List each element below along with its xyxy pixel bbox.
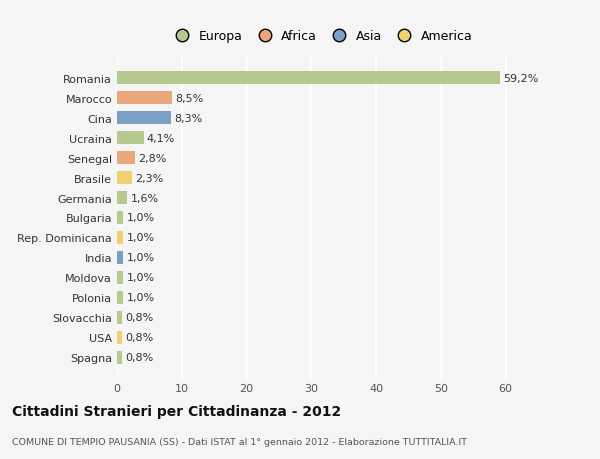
- Text: 59,2%: 59,2%: [503, 73, 539, 84]
- Bar: [117, 231, 124, 245]
- Text: 0,8%: 0,8%: [125, 313, 154, 323]
- Bar: [117, 351, 122, 364]
- Text: 8,5%: 8,5%: [175, 94, 203, 103]
- Text: 1,0%: 1,0%: [127, 213, 155, 223]
- Text: 4,1%: 4,1%: [147, 133, 175, 143]
- Bar: [117, 112, 171, 125]
- Bar: [117, 271, 124, 284]
- Bar: [117, 331, 122, 344]
- Text: 1,0%: 1,0%: [127, 273, 155, 283]
- Bar: [117, 92, 172, 105]
- Text: 0,8%: 0,8%: [125, 333, 154, 342]
- Text: Cittadini Stranieri per Cittadinanza - 2012: Cittadini Stranieri per Cittadinanza - 2…: [12, 404, 341, 419]
- Legend: Europa, Africa, Asia, America: Europa, Africa, Asia, America: [164, 25, 478, 48]
- Bar: [117, 191, 127, 205]
- Text: COMUNE DI TEMPIO PAUSANIA (SS) - Dati ISTAT al 1° gennaio 2012 - Elaborazione TU: COMUNE DI TEMPIO PAUSANIA (SS) - Dati IS…: [12, 437, 467, 446]
- Text: 2,8%: 2,8%: [139, 153, 167, 163]
- Bar: [117, 212, 124, 224]
- Text: 1,0%: 1,0%: [127, 233, 155, 243]
- Bar: [117, 152, 135, 165]
- Text: 1,6%: 1,6%: [131, 193, 159, 203]
- Text: 8,3%: 8,3%: [174, 113, 202, 123]
- Text: 1,0%: 1,0%: [127, 293, 155, 303]
- Text: 0,8%: 0,8%: [125, 353, 154, 363]
- Text: 1,0%: 1,0%: [127, 253, 155, 263]
- Text: 2,3%: 2,3%: [135, 173, 163, 183]
- Bar: [117, 252, 124, 264]
- Bar: [117, 132, 143, 145]
- Bar: [117, 311, 122, 324]
- Bar: [117, 72, 500, 85]
- Bar: [117, 172, 132, 185]
- Bar: [117, 291, 124, 304]
